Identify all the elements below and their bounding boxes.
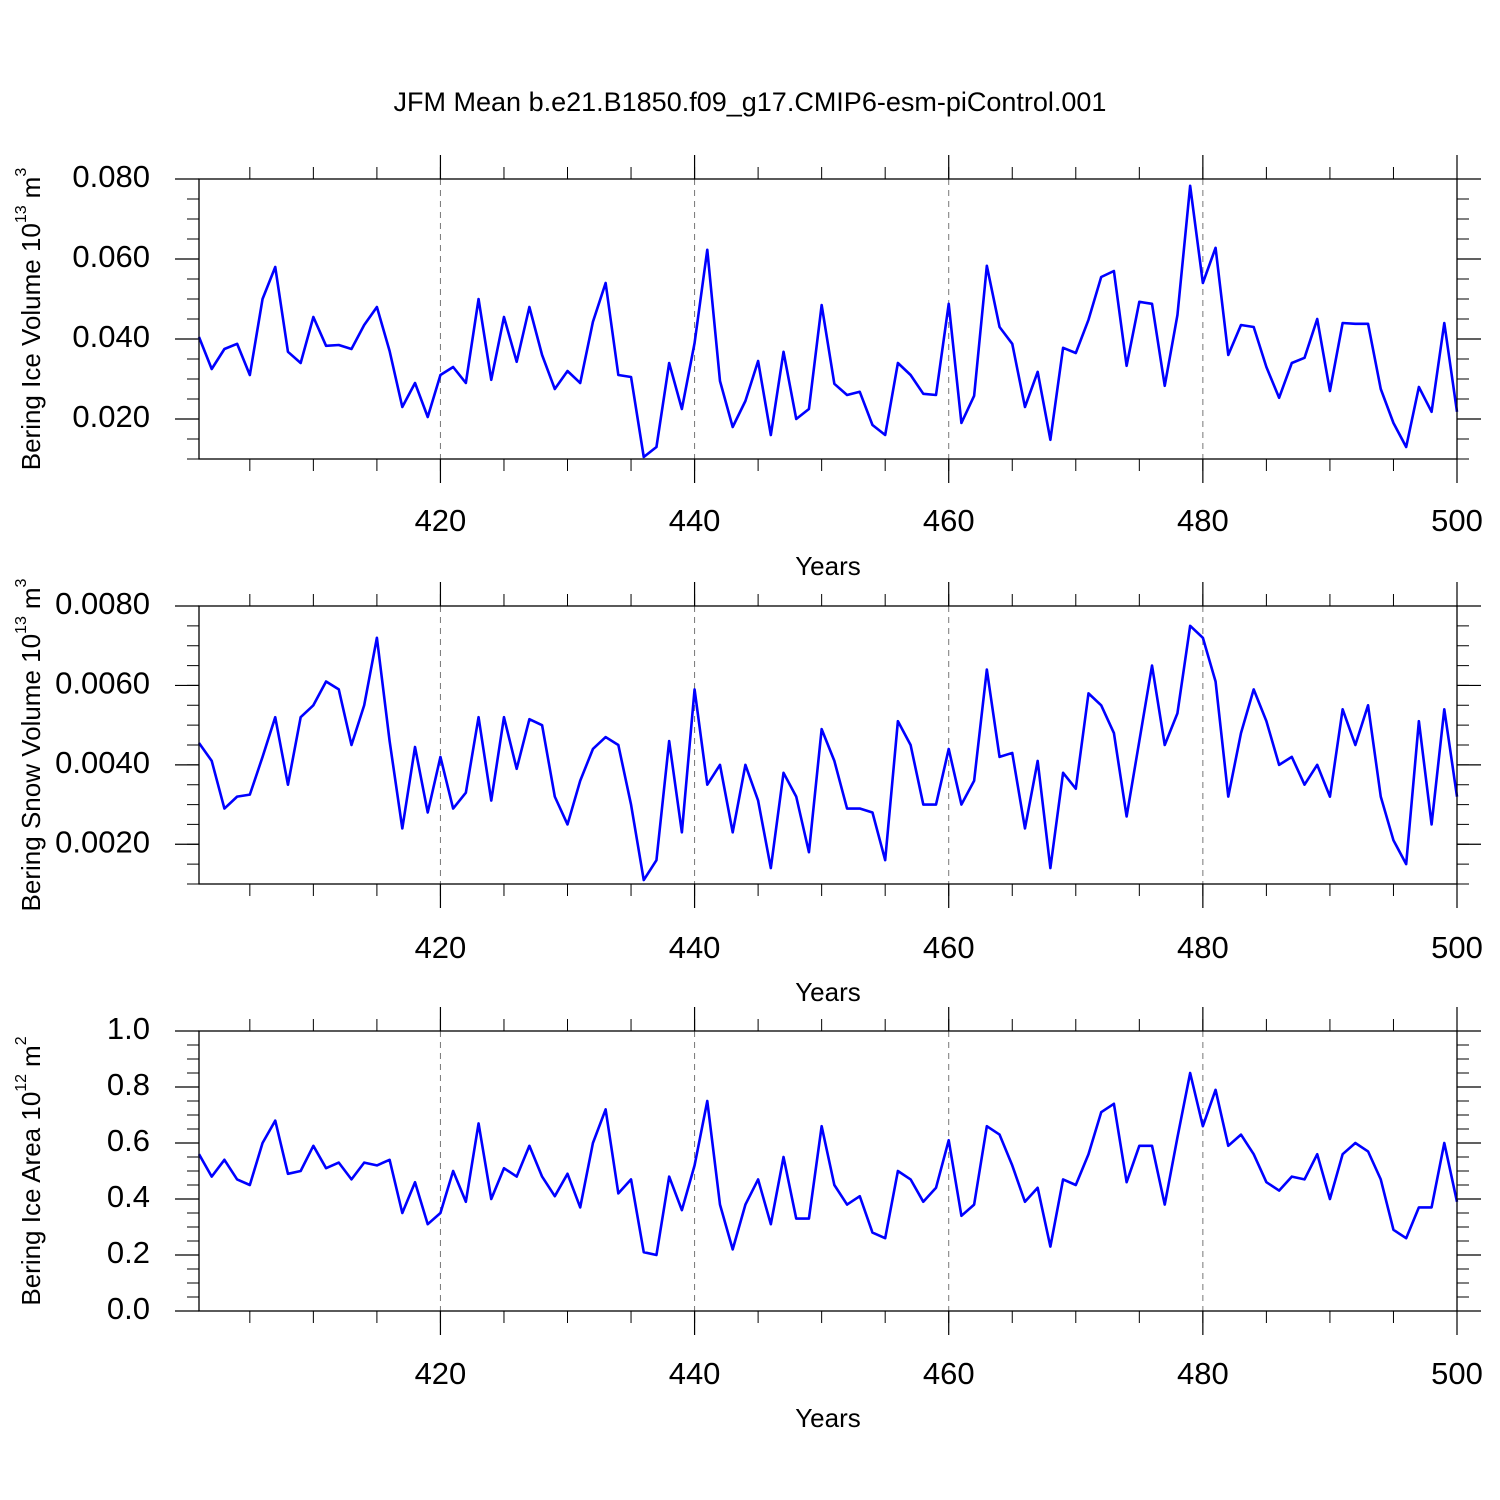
x-tick-label: 480 bbox=[1177, 1356, 1229, 1391]
y-axis-label-unit-exponent: 2 bbox=[13, 1036, 30, 1045]
x-axis-label: Years bbox=[795, 977, 861, 1007]
y-axis-label-unit: m bbox=[16, 587, 46, 609]
panel: 420 440 460 480 500 0.0020 0.0040 0.0060 0.0080 Y… bbox=[13, 578, 1483, 1006]
y-tick-label: 0.2 bbox=[107, 1235, 150, 1270]
y-tick-label: 0.4 bbox=[107, 1179, 150, 1214]
y-axis-label-exponent: 12 bbox=[13, 1074, 30, 1092]
y-tick-label: 0.0020 bbox=[55, 824, 150, 859]
y-axis-label-exponent: 13 bbox=[13, 205, 30, 223]
panel: 420 440 460 480 500 0.0 0.2 0.4 0.6 0.8 1.0 Years Be… bbox=[13, 1007, 1483, 1433]
x-tick-label: 480 bbox=[1177, 930, 1229, 965]
y-tick-label: 0.6 bbox=[107, 1123, 150, 1158]
y-axis-label-text: Bering Snow Volume 10 bbox=[16, 634, 46, 912]
x-tick-label: 460 bbox=[923, 503, 975, 538]
x-tick-label: 440 bbox=[669, 1356, 721, 1391]
x-tick-label: 500 bbox=[1431, 503, 1483, 538]
plot-frame bbox=[198, 178, 1458, 460]
x-tick-label: 460 bbox=[923, 930, 975, 965]
y-tick-label: 0.040 bbox=[72, 319, 150, 354]
y-axis-label: Bering Snow Volume 1013 m3 bbox=[13, 578, 46, 911]
y-axis-label-unit: m bbox=[16, 177, 46, 199]
x-tick-label: 440 bbox=[669, 503, 721, 538]
y-axis-label-unit: m bbox=[16, 1045, 46, 1067]
x-tick-label: 420 bbox=[415, 1356, 467, 1391]
y-tick-label: 0.8 bbox=[107, 1067, 150, 1102]
panel: JFM Mean b.e21.B1850.f09_g17.CMIP6-esm-p… bbox=[13, 87, 1483, 581]
y-axis-label-text: Bering Ice Area 10 bbox=[16, 1092, 46, 1306]
x-axis-label: Years bbox=[795, 551, 861, 581]
x-tick-label: 500 bbox=[1431, 930, 1483, 965]
y-tick-label: 0.0060 bbox=[55, 666, 150, 701]
x-tick-label: 440 bbox=[669, 930, 721, 965]
x-tick-label: 420 bbox=[415, 503, 467, 538]
y-tick-label: 0.0040 bbox=[55, 745, 150, 780]
x-tick-label: 460 bbox=[923, 1356, 975, 1391]
plot-frame bbox=[198, 1030, 1458, 1312]
y-axis-label-unit-exponent: 3 bbox=[13, 168, 30, 177]
y-tick-label: 0.0 bbox=[107, 1291, 150, 1326]
y-axis-label-unit-exponent: 3 bbox=[13, 578, 30, 587]
y-tick-label: 0.060 bbox=[72, 239, 150, 274]
data-line bbox=[197, 624, 1459, 882]
chart-title: JFM Mean b.e21.B1850.f09_g17.CMIP6-esm-p… bbox=[394, 87, 1107, 117]
y-tick-label: 0.0080 bbox=[55, 586, 150, 621]
plot-frame bbox=[198, 605, 1458, 885]
x-axis-label: Years bbox=[795, 1403, 861, 1433]
y-axis-label-exponent: 13 bbox=[13, 616, 30, 634]
x-tick-label: 420 bbox=[415, 930, 467, 965]
y-tick-label: 0.020 bbox=[72, 399, 150, 434]
x-tick-label: 500 bbox=[1431, 1356, 1483, 1391]
minor-ticks bbox=[187, 1019, 1469, 1323]
y-axis-label-text: Bering Ice Volume 10 bbox=[16, 223, 46, 470]
y-tick-label: 0.080 bbox=[72, 159, 150, 194]
y-tick-label: 1.0 bbox=[107, 1011, 150, 1046]
data-line bbox=[197, 184, 1459, 459]
x-tick-label: 480 bbox=[1177, 503, 1229, 538]
data-line bbox=[197, 1071, 1459, 1257]
y-axis-label: Bering Ice Volume 1013 m3 bbox=[13, 168, 46, 471]
y-axis-label: Bering Ice Area 1012 m2 bbox=[13, 1036, 46, 1305]
